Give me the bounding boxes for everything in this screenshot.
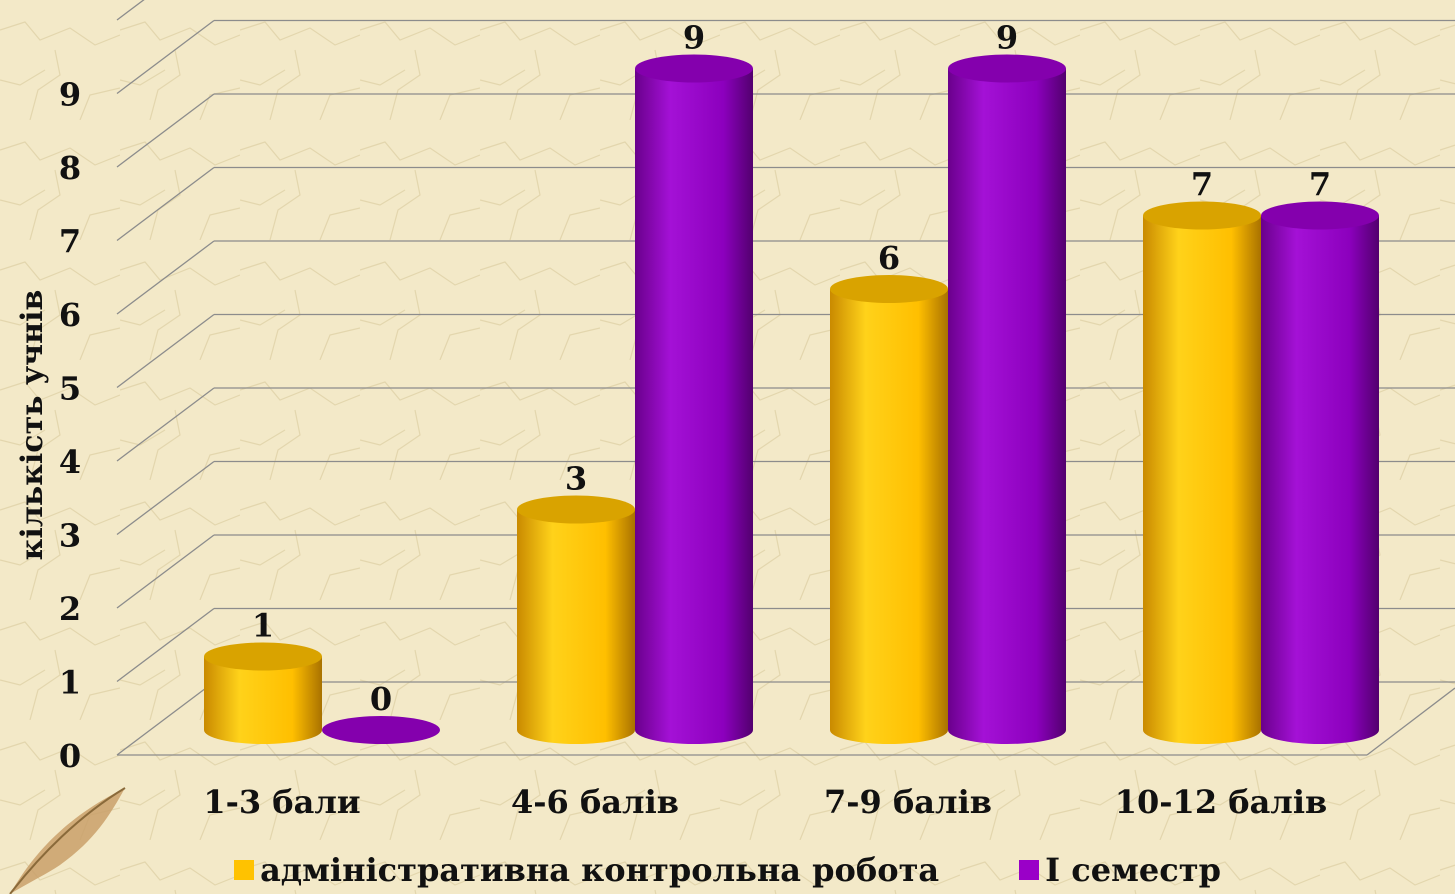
bar-body xyxy=(830,289,948,744)
gridline xyxy=(116,19,1455,95)
y-tick-label: 4 xyxy=(59,443,81,481)
bar-top xyxy=(830,275,948,303)
legend-label-series-2: І семестр xyxy=(1045,851,1221,889)
legend-label-series-1: адміністративна контрольна робота xyxy=(260,851,940,889)
bar-top xyxy=(635,54,753,83)
y-tick-label: 8 xyxy=(59,149,81,187)
bar-top xyxy=(948,54,1066,83)
x-tick-labels: 1-3 бали 4-6 балів 7-9 балів 10-12 балів xyxy=(203,783,1327,821)
legend: адміністративна контрольна робота І семе… xyxy=(0,848,1455,892)
bar: 7 xyxy=(1143,166,1261,744)
bar-top xyxy=(1143,201,1261,230)
bar-body xyxy=(948,68,1066,744)
bar-body xyxy=(635,68,753,744)
bar-body xyxy=(1261,215,1379,744)
data-label: 9 xyxy=(996,19,1018,57)
bar: 7 xyxy=(1261,166,1379,744)
bar-top xyxy=(1261,201,1379,230)
bar-body xyxy=(517,509,635,744)
bars: 1 0 3 9 6 9 7 7 xyxy=(204,19,1379,744)
x-tick-label: 4-6 балів xyxy=(511,783,679,821)
data-label: 3 xyxy=(565,460,587,498)
y-tick-labels: 0 1 2 3 4 5 6 7 8 9 xyxy=(59,76,81,776)
data-label: 7 xyxy=(1191,166,1213,204)
data-label: 6 xyxy=(878,239,900,277)
y-axis-title: кількість учнів xyxy=(15,290,50,561)
data-label: 0 xyxy=(370,680,392,718)
y-tick-label: 1 xyxy=(59,664,81,702)
bar-top xyxy=(322,716,440,744)
legend-swatch-yellow xyxy=(234,860,255,880)
bar: 1 xyxy=(204,607,322,744)
y-tick-label: 3 xyxy=(59,517,81,555)
y-tick-label: 0 xyxy=(59,737,81,775)
legend-swatch-purple xyxy=(1019,860,1040,880)
data-label: 1 xyxy=(252,607,274,645)
y-tick-label: 5 xyxy=(59,370,81,408)
y-tick-label: 7 xyxy=(59,223,81,261)
legend-item-series-1: адміністративна контрольна робота xyxy=(234,851,939,889)
data-label: 7 xyxy=(1309,166,1331,204)
bar: 9 xyxy=(948,19,1066,744)
x-tick-label: 7-9 балів xyxy=(824,783,992,821)
bar-body xyxy=(204,656,322,744)
bar-top xyxy=(517,495,635,524)
bar: 9 xyxy=(635,19,753,744)
legend-item-series-2: І семестр xyxy=(1019,851,1221,889)
gridline xyxy=(116,0,145,21)
floor-right-edge xyxy=(1366,687,1455,756)
bar: 3 xyxy=(517,460,635,744)
x-tick-label: 10-12 балів xyxy=(1115,783,1328,821)
y-tick-label: 9 xyxy=(59,76,81,114)
gridline xyxy=(116,93,1455,168)
bar: 0 xyxy=(322,680,440,744)
data-label: 9 xyxy=(683,19,705,57)
gridline xyxy=(116,166,1455,242)
y-tick-label: 6 xyxy=(59,296,81,334)
bar-body xyxy=(1143,215,1261,744)
x-tick-label: 1-3 бали xyxy=(203,783,360,821)
feather-icon xyxy=(9,787,126,894)
bar-top xyxy=(204,642,322,671)
bar: 6 xyxy=(830,239,948,744)
y-tick-label: 2 xyxy=(59,590,81,628)
